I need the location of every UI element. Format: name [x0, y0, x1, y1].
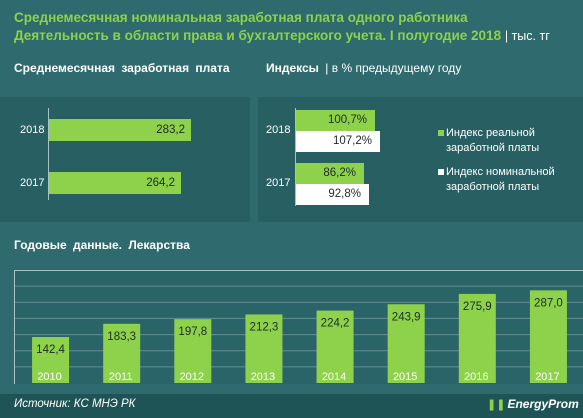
yearly-bar: [458, 293, 496, 383]
index-axis: [295, 108, 296, 206]
yearly-value-label: 183,3: [107, 331, 136, 343]
real-index-label: 86,2%: [323, 167, 356, 179]
yearly-bar: [174, 319, 212, 383]
salary-year-label: 2017: [20, 177, 45, 189]
unit-label: | тыс. тг: [504, 29, 550, 43]
nominal-index-label: 107,2%: [332, 135, 372, 147]
energyprom-logo-icon: ❚❚: [487, 399, 506, 411]
yearly-value-label: 212,3: [250, 321, 279, 333]
yearly-bar: [387, 304, 425, 383]
salary-bar: 283,2: [49, 119, 191, 141]
yearly-chart-svg: 142,4 183,3 197,8 212,3 224,2 243,9 275,9 287,0: [15, 285, 583, 383]
legend-label: Индекс номинальной заработной платы: [446, 166, 555, 193]
yearly-x-label: 2012: [179, 371, 205, 383]
yearly-bar: [245, 314, 283, 383]
index-section-title: Индексы | в % предыдущему году: [266, 61, 461, 75]
yearly-value-label: 197,8: [178, 326, 207, 338]
salary-section-title: Среднемесячная заработная плата: [14, 61, 230, 75]
yearly-bar: [32, 337, 70, 383]
yearly-x-label: 2013: [250, 371, 276, 383]
index-year-label: 2018: [266, 124, 291, 136]
brand-logo: ❚❚ EnergyProm: [487, 397, 579, 411]
legend-swatch-white: [438, 169, 444, 175]
yearly-x-label: 2010: [37, 371, 62, 383]
yearly-x-label: 2014: [321, 371, 347, 383]
salary-bar: 264,2: [49, 172, 181, 194]
salary-chart-band: [0, 97, 250, 222]
yearly-x-label: 2016: [464, 371, 489, 383]
legend-swatch-green: [438, 130, 444, 136]
footer: [0, 394, 583, 418]
yearly-value-label: 287,0: [534, 297, 563, 309]
yearly-bar: [316, 310, 354, 383]
yearly-value-label: 224,2: [321, 318, 350, 330]
index-year-label: 2017: [266, 177, 291, 189]
real-index-label: 100,7%: [327, 114, 367, 126]
nominal-index-label: 92,8%: [328, 188, 361, 200]
index-title: Индексы: [266, 61, 319, 75]
nominal-index-bar: 92,8%: [296, 184, 369, 205]
salary-year-label: 2018: [20, 124, 45, 136]
legend-label: Индекс реальной заработной платы: [446, 127, 540, 154]
real-index-bar: 86,2%: [296, 163, 364, 184]
title-line-1: Среднемесячная номинальная заработная пл…: [14, 10, 468, 25]
yearly-value-label: 243,9: [392, 311, 421, 323]
yearly-bar: [529, 290, 567, 383]
title-line-2: Деятельность в области права и бухгалтер…: [14, 27, 574, 45]
yearly-value-label: 142,4: [36, 344, 65, 356]
yearly-x-label: 2011: [108, 371, 133, 383]
real-index-bar: 100,7%: [296, 110, 375, 131]
legend-nominal: Индекс номинальной заработной платы: [438, 165, 581, 195]
index-subtitle: | в % предыдущему году: [325, 61, 462, 75]
nominal-index-bar: 107,2%: [296, 131, 380, 152]
yearly-x-label: 2015: [392, 371, 418, 383]
yearly-chart: 142,4 183,3 197,8 212,3 224,2 243,9 275,9 287,0: [14, 270, 583, 384]
salary-value-label: 283,2: [156, 124, 185, 136]
source-text: Источник: КС МНЭ РК: [14, 398, 136, 410]
legend-real: Индекс реальной заработной платы: [438, 126, 581, 156]
title-line-2-text: Деятельность в области права и бухгалтер…: [14, 28, 502, 43]
salary-axis: [48, 108, 49, 200]
logo-text: EnergyProm: [507, 397, 579, 411]
salary-value-label: 264,2: [146, 177, 175, 189]
yearly-x-label: 2017: [535, 371, 560, 383]
chart-title: Среднемесячная номинальная заработная пл…: [14, 9, 574, 45]
yearly-value-label: 275,9: [463, 301, 492, 313]
yearly-section-title: Годовые данные. Лекарства: [14, 238, 190, 252]
yearly-bar: [103, 323, 141, 383]
